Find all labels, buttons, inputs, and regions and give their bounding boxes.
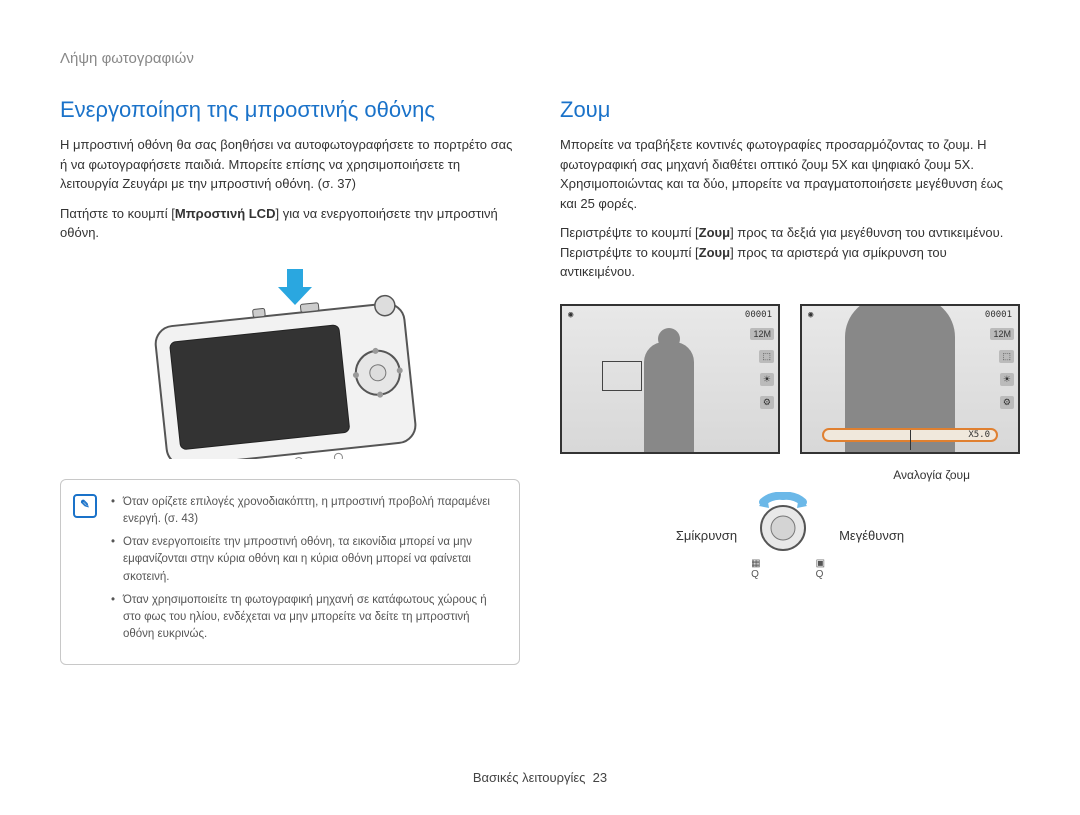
dial-icons: ▦Q ▣Q [751,558,825,580]
left-heading: Ενεργοποίηση της μπροστινής οθόνης [60,97,520,123]
hud-icon: ⚙ [760,396,774,409]
hud-side: 12M ⬚ ☀ ⚙ [990,328,1014,409]
note-list: Όταν ορίζετε επιλογές χρονοδιακόπτη, η μ… [111,494,503,644]
right-para2: Περιστρέψτε το κουμπί [Ζουμ] προς τα δεξ… [560,223,1020,282]
note-icon: ✎ [73,494,97,518]
zoom-out-icon: ▦Q [751,558,760,580]
camera-illustration [140,269,440,459]
zoom-ratio-caption: Αναλογία ζουμ [560,468,970,482]
zoom-screen-wide: ◉ 00001 12M ⬚ ☀ ⚙ [560,304,780,454]
left-column: Ενεργοποίηση της μπροστινής οθόνης Η μπρ… [60,97,520,760]
hud-icon: ⬚ [759,350,774,363]
camera-mode-icon: ◉ [568,310,573,320]
manual-page: Λήψη φωτογραφιών Ενεργοποίηση της μπροστ… [0,0,1080,815]
subject-silhouette [644,342,694,452]
hud-counter: 00001 [985,310,1012,320]
left-intro: Η μπροστινή οθόνη θα σας βοηθήσει να αυτ… [60,135,520,194]
zoom-dial-row: Σμίκρυνση ▦Q ▣Q [560,492,1020,580]
right-para1: Μπορείτε να τραβήξετε κοντινές φωτογραφί… [560,135,1020,213]
note-item: Όταν χρησιμοποιείτε τη φωτογραφική μηχαν… [111,592,503,644]
hud-icon: ☀ [1000,373,1014,386]
zoom-bar-value: X5.0 [968,430,990,440]
callout-line [910,430,911,450]
breadcrumb: Λήψη φωτογραφιών [60,50,1020,67]
hud-side: 12M ⬚ ☀ ⚙ [750,328,774,409]
right-column: Ζουμ Μπορείτε να τραβήξετε κοντινές φωτο… [560,97,1020,760]
hud-icon: ☀ [760,373,774,386]
zoom-out-label: Σμίκρυνση [676,528,737,543]
hud-icon: ⚙ [1000,396,1014,409]
hud-icon: ⬚ [999,350,1014,363]
content-columns: Ενεργοποίηση της μπροστινής οθόνης Η μπρ… [60,97,1020,760]
footer-section: Βασικές λειτουργίες [473,770,586,785]
zoom-bar: X5.0 [822,428,998,442]
zoom-dial [751,492,815,556]
zoom-screens: ◉ 00001 12M ⬚ ☀ ⚙ ◉ 00001 [560,304,1020,454]
page-footer: Βασικές λειτουργίες 23 [60,770,1020,785]
zoom-in-label: Μεγέθυνση [839,528,904,543]
note-item: Οταν ενεργοποιείτε την μπροστινή οθόνη, … [111,534,503,586]
note-item: Όταν ορίζετε επιλογές χρονοδιακόπτη, η μ… [111,494,503,529]
hud-counter: 00001 [745,310,772,320]
zoom-screen-tele: ◉ 00001 12M ⬚ ☀ ⚙ X5.0 [800,304,1020,454]
focus-box [602,361,642,391]
right-heading: Ζουμ [560,97,1020,123]
camera-mode-icon: ◉ [808,310,813,320]
zoom-in-icon: ▣Q [816,558,825,580]
zoom-dial-wrap: ▦Q ▣Q [751,492,825,580]
left-instruction: Πατήστε το κουμπί [Μπροστινή LCD] για να… [60,204,520,243]
hud-res: 12M [750,328,774,340]
hud-top: ◉ 00001 [568,310,772,320]
footer-page-number: 23 [593,770,607,785]
note-box: ✎ Όταν ορίζετε επιλογές χρονοδιακόπτη, η… [60,479,520,665]
hud-res: 12M [990,328,1014,340]
